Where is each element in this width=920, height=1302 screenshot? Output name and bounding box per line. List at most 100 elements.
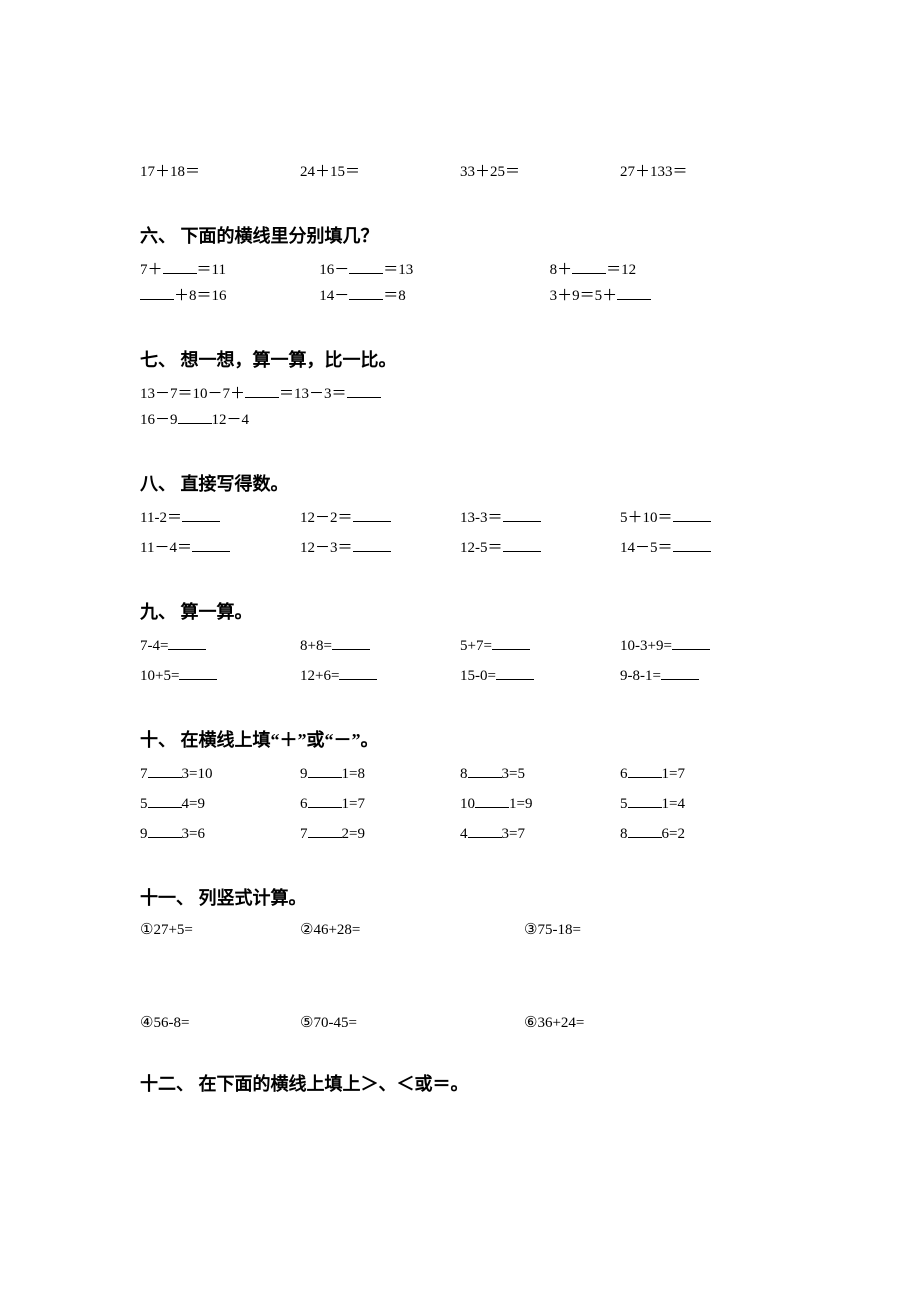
section-8-row: 11-2＝ 12－2＝ 13-3＝ 5＋10＝ xyxy=(140,506,780,530)
text-part: 5＋10＝ xyxy=(620,510,673,526)
blank-field[interactable] xyxy=(179,665,217,680)
text-part: 7 xyxy=(300,826,308,842)
blank-field[interactable] xyxy=(349,285,383,300)
text-part: 10-3+9= xyxy=(620,638,672,654)
blank-field[interactable] xyxy=(339,665,377,680)
text-part: 10+5= xyxy=(140,668,179,684)
blank-field[interactable] xyxy=(148,823,182,838)
blank-field[interactable] xyxy=(308,793,342,808)
blank-field[interactable] xyxy=(617,285,651,300)
section-9-row: 7-4= 8+8= 5+7= 10-3+9= xyxy=(140,634,780,658)
text-part: 8＋ xyxy=(550,262,573,278)
blank-field[interactable] xyxy=(192,537,230,552)
blank-field[interactable] xyxy=(308,763,342,778)
text-part: 13-3＝ xyxy=(460,510,503,526)
worksheet-page: 17＋18＝ 24＋15＝ 33＋25＝ 27＋133＝ 六、 下面的横线里分别… xyxy=(0,0,920,1186)
blank-field[interactable] xyxy=(468,763,502,778)
op-fill-item: 61=7 xyxy=(620,762,780,786)
blank-field[interactable] xyxy=(308,823,342,838)
section-11-row: ④56-8= ⑤70-45= ⑥36+24= xyxy=(140,1013,780,1032)
blank-field[interactable] xyxy=(332,635,370,650)
blank-field[interactable] xyxy=(347,383,381,398)
fill-blank-item: 16－＝13 xyxy=(319,258,549,282)
blank-field[interactable] xyxy=(168,635,206,650)
blank-field[interactable] xyxy=(628,763,662,778)
blank-field[interactable] xyxy=(353,537,391,552)
blank-field[interactable] xyxy=(182,507,220,522)
text-part: 9 xyxy=(140,826,148,842)
blank-field[interactable] xyxy=(503,507,541,522)
section-11-title: 十一、 列竖式计算。 xyxy=(140,884,780,910)
text-part: 7-4= xyxy=(140,638,168,654)
text-part: 1=4 xyxy=(662,796,685,812)
blank-field[interactable] xyxy=(148,763,182,778)
blank-field[interactable] xyxy=(163,259,197,274)
section-9-row: 10+5= 12+6= 15-0= 9-8-1= xyxy=(140,664,780,688)
work-space xyxy=(140,945,780,1013)
op-fill-item: 5 1=4 xyxy=(620,792,780,816)
compute-item: 10+5= xyxy=(140,664,300,688)
blank-field[interactable] xyxy=(468,823,502,838)
section-6-row: ＋8＝16 14－＝8 3＋9＝5＋ xyxy=(140,284,780,308)
text-part: 12+6= xyxy=(300,668,339,684)
compute-item: 15-0= xyxy=(460,664,620,688)
fill-blank-item: 8＋ ＝12 xyxy=(550,258,780,282)
blank-field[interactable] xyxy=(572,259,606,274)
text-part: 10 xyxy=(460,796,475,812)
blank-field[interactable] xyxy=(661,665,699,680)
section-6-title: 六、 下面的横线里分别填几？ xyxy=(140,222,780,248)
blank-field[interactable] xyxy=(496,665,534,680)
op-fill-item: 91=8 xyxy=(300,762,460,786)
text-part: 3＋9＝5＋ xyxy=(550,288,618,304)
compute-item: 5＋10＝ xyxy=(620,506,780,530)
text-part: 2=9 xyxy=(342,826,365,842)
vertical-calc-item: ②46+28= xyxy=(300,920,524,939)
compute-item: 8+8= xyxy=(300,634,460,658)
text-part: ＝13 xyxy=(383,262,413,278)
compute-item: 12-5＝ xyxy=(460,536,620,560)
compute-item: 13-3＝ xyxy=(460,506,620,530)
section-10-row: 73=10 91=8 83=5 61=7 xyxy=(140,762,780,786)
blank-field[interactable] xyxy=(628,823,662,838)
text-part: 7 xyxy=(140,766,148,782)
text-part: 8 xyxy=(460,766,468,782)
compute-item: 12－2＝ xyxy=(300,506,460,530)
text-part: 3=10 xyxy=(182,766,213,782)
compute-item: 12+6= xyxy=(300,664,460,688)
blank-field[interactable] xyxy=(672,635,710,650)
compute-item: 9-8-1= xyxy=(620,664,780,688)
text-part: 8 xyxy=(620,826,628,842)
text-part: 12－3＝ xyxy=(300,540,353,556)
section-11-row: ①27+5= ②46+28= ③75-18= xyxy=(140,920,780,939)
text-part: ＝12 xyxy=(606,262,636,278)
blank-field[interactable] xyxy=(673,507,711,522)
text-part: ＋8＝16 xyxy=(174,288,227,304)
blank-field[interactable] xyxy=(140,285,174,300)
compute-item: 7-4= xyxy=(140,634,300,658)
fill-blank-item: 3＋9＝5＋ xyxy=(550,284,780,308)
blank-field[interactable] xyxy=(178,409,212,424)
blank-field[interactable] xyxy=(349,259,383,274)
blank-field[interactable] xyxy=(673,537,711,552)
text-part: 5+7= xyxy=(460,638,492,654)
text-part: 15-0= xyxy=(460,668,496,684)
text-part: 3=7 xyxy=(502,826,525,842)
text-part: 1=9 xyxy=(509,796,532,812)
section-7-title: 七、 想一想，算一算，比一比。 xyxy=(140,346,780,372)
compute-item: 14－5＝ xyxy=(620,536,780,560)
text-part: ＝13－3＝ xyxy=(279,386,347,402)
text-part: 16－9 xyxy=(140,412,178,428)
blank-field[interactable] xyxy=(492,635,530,650)
text-part: 12－4 xyxy=(212,412,250,428)
blank-field[interactable] xyxy=(628,793,662,808)
blank-field[interactable] xyxy=(475,793,509,808)
blank-field[interactable] xyxy=(245,383,279,398)
text-part: 11-2＝ xyxy=(140,510,182,526)
top-expressions-row: 17＋18＝ 24＋15＝ 33＋25＝ 27＋133＝ xyxy=(140,160,780,184)
blank-field[interactable] xyxy=(148,793,182,808)
text-part: 1=8 xyxy=(342,766,365,782)
text-part: 4=9 xyxy=(182,796,205,812)
blank-field[interactable] xyxy=(353,507,391,522)
text-part: 5 xyxy=(620,796,628,812)
blank-field[interactable] xyxy=(503,537,541,552)
